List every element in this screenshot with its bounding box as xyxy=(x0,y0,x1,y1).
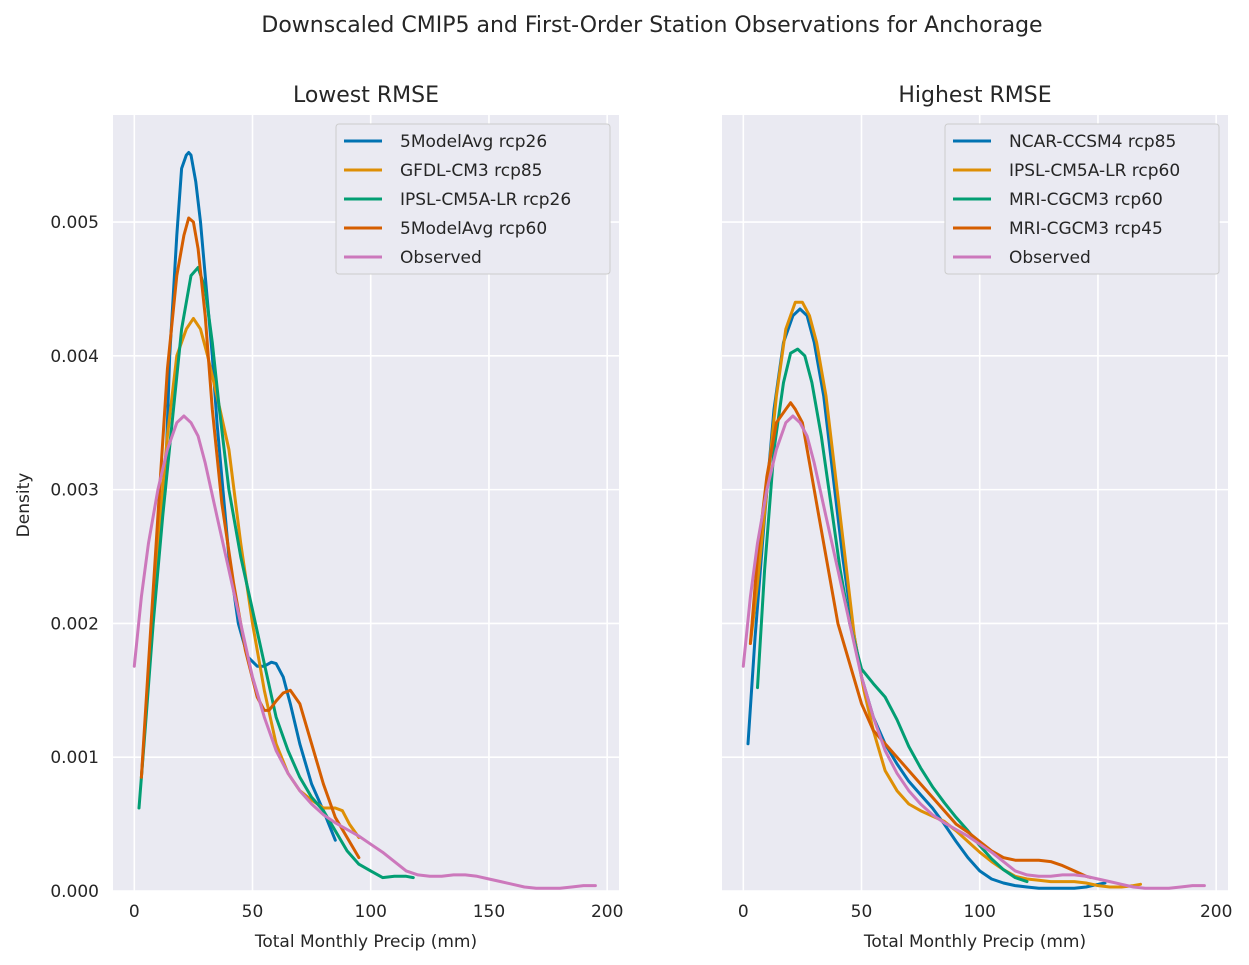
right-x-tick-labels: 0 50 100 150 200 xyxy=(738,902,1233,922)
right-panel-title: Highest RMSE xyxy=(898,83,1051,108)
left-x-tick-label: 200 xyxy=(591,902,623,922)
right-legend: NCAR-CCSM4 rcp85 IPSL-CM5A-LR rcp60 MRI-CG… xyxy=(944,123,1220,275)
right-x-axis-label: Total Monthly Precip (mm) xyxy=(863,932,1086,952)
right-series-line-5 xyxy=(741,414,1206,890)
right-series-line-2 xyxy=(748,300,1142,889)
right-series-line-4 xyxy=(748,401,1093,880)
left-legend-label-3: IPSL-CM5A-LR rcp26 xyxy=(400,190,571,210)
right-legend-label-2: IPSL-CM5A-LR rcp60 xyxy=(1009,161,1180,181)
left-legend: 5ModelAvg rcp26 GFDL-CM3 rcp85 IPSL-CM5A-L… xyxy=(335,123,611,275)
left-y-tick-label: 0.005 xyxy=(50,213,99,233)
right-x-tick-label: 0 xyxy=(738,902,749,922)
left-y-axis-label: Density xyxy=(14,473,34,538)
left-legend-label-5: Observed xyxy=(400,248,482,268)
left-series-line-2 xyxy=(139,316,361,839)
left-panel-title: Lowest RMSE xyxy=(293,83,439,108)
right-x-tick-label: 100 xyxy=(964,902,996,922)
left-x-tick-labels: 0 50 100 150 200 xyxy=(129,902,624,922)
figure-suptitle: Downscaled CMIP5 and First-Order Station… xyxy=(261,13,1042,38)
left-y-tick-label: 0.001 xyxy=(50,748,99,768)
left-x-tick-label: 50 xyxy=(242,902,264,922)
left-series-line-3 xyxy=(137,266,415,880)
left-panel: 0 50 100 150 200 0.0000.0010.0020.0030.0040.… xyxy=(14,83,623,952)
right-legend-label-3: MRI-CGCM3 rcp60 xyxy=(1009,190,1163,210)
left-legend-label-4: 5ModelAvg rcp60 xyxy=(400,219,547,239)
left-series-lines xyxy=(132,151,597,890)
left-y-tick-label: 0.002 xyxy=(50,614,99,634)
left-x-axis-label: Total Monthly Precip (mm) xyxy=(254,932,477,952)
left-y-tick-label: 0.003 xyxy=(50,481,99,501)
left-legend-label-2: GFDL-CM3 rcp85 xyxy=(400,161,543,181)
left-x-tick-label: 0 xyxy=(129,902,140,922)
right-legend-label-1: NCAR-CCSM4 rcp85 xyxy=(1009,132,1176,152)
left-y-tick-labels: 0.000 0.001 0.002 0.003 0.004 0.005 xyxy=(50,213,99,902)
left-y-tick-label: 0.000 xyxy=(50,882,99,902)
right-x-tick-label: 150 xyxy=(1082,902,1114,922)
left-y-tick-label: 0.004 xyxy=(50,347,99,367)
right-series-lines xyxy=(741,300,1206,890)
right-series-line-1 xyxy=(746,307,1107,890)
left-legend-label-1: 5ModelAvg rcp26 xyxy=(400,132,547,152)
right-x-tick-label: 50 xyxy=(851,902,873,922)
left-legend-box xyxy=(335,123,611,275)
left-series-line-5 xyxy=(132,414,597,890)
left-x-tick-label: 150 xyxy=(473,902,505,922)
right-legend-label-4: MRI-CGCM3 rcp45 xyxy=(1009,219,1163,239)
right-x-tick-label: 200 xyxy=(1200,902,1232,922)
left-x-tick-label: 100 xyxy=(355,902,387,922)
right-panel: 0 50 100 150 200 Highest RMSE Total Monthly … xyxy=(722,83,1232,952)
right-legend-label-5: Observed xyxy=(1009,248,1091,268)
right-legend-box xyxy=(944,123,1220,275)
